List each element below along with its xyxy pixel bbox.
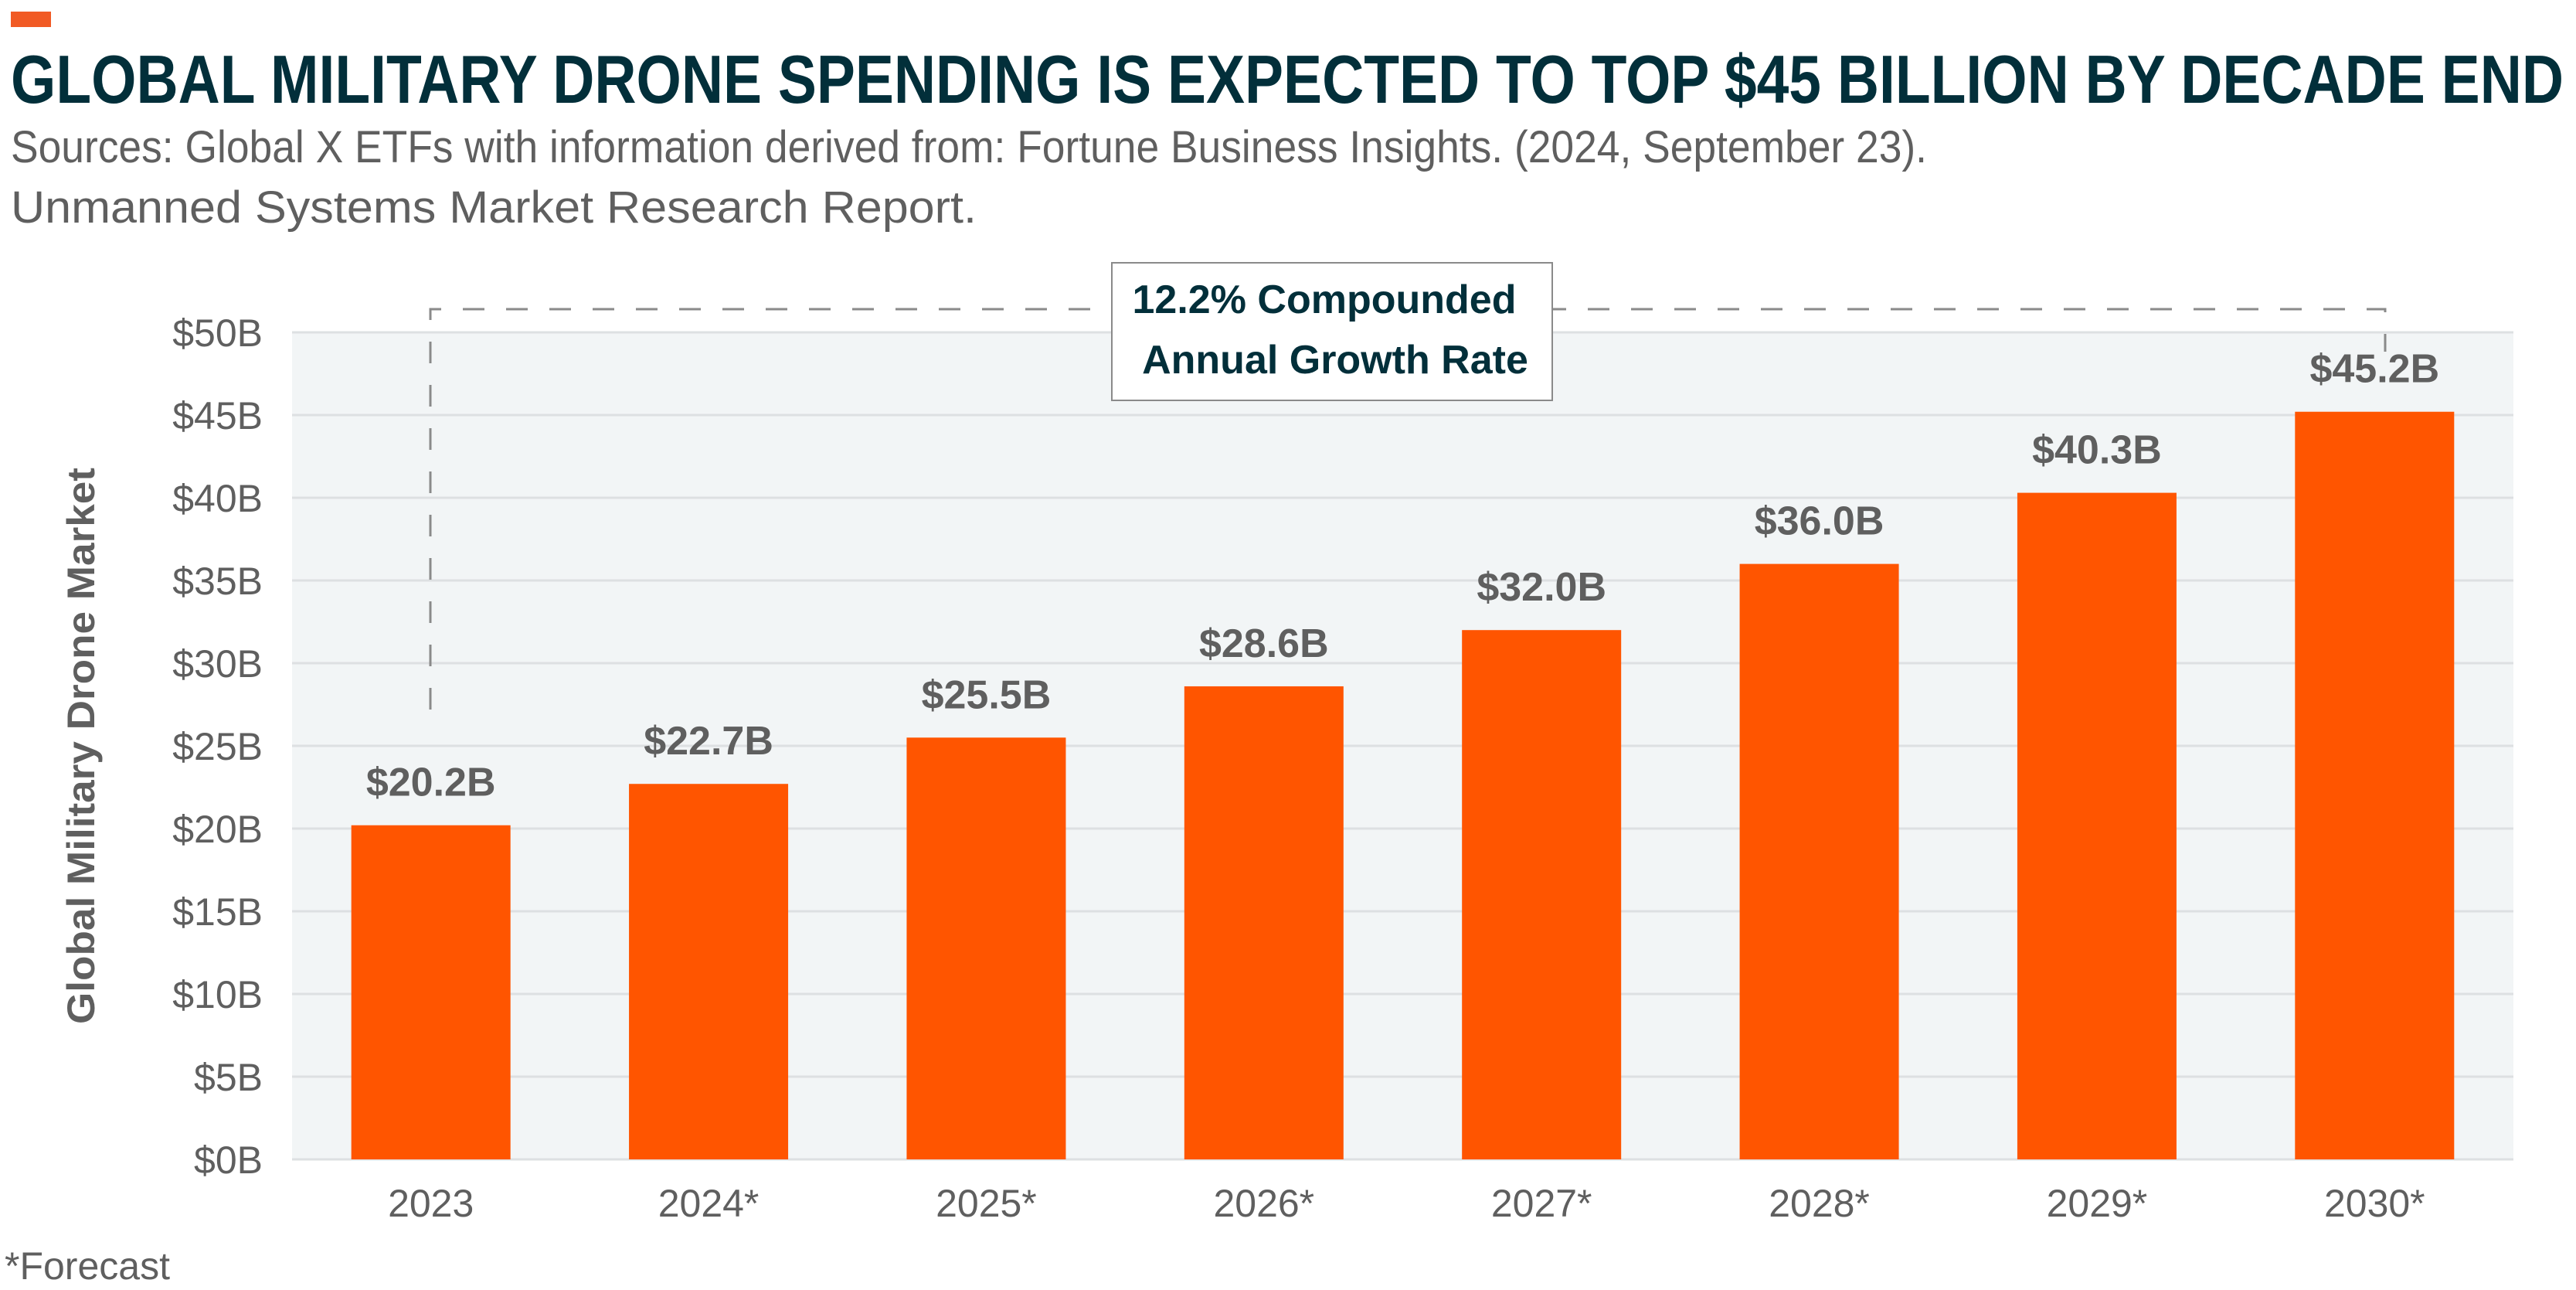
cagr-annotation-line-2: Annual Growth Rate	[1142, 338, 1528, 383]
data-label: $45.2B	[2309, 347, 2439, 392]
y-axis-label: Global Military Drone Market	[59, 468, 103, 1024]
y-axis-ticks: $0B $5B $10B $15B $20B $25B $30B $35B $40B $45B $5…	[172, 311, 263, 1182]
y-tick-label: $45B	[172, 394, 263, 437]
bar-2030	[2295, 411, 2455, 1159]
y-tick-label: $25B	[172, 725, 263, 768]
y-tick-label: $20B	[172, 808, 263, 851]
x-tick-label: 2025*	[936, 1182, 1037, 1225]
data-label: $22.7B	[644, 719, 773, 764]
y-tick-label: $15B	[172, 890, 263, 934]
x-tick-label: 2027*	[1491, 1182, 1592, 1225]
data-label: $28.6B	[1199, 621, 1329, 666]
data-label: $32.0B	[1477, 565, 1606, 610]
x-tick-label: 2024*	[658, 1182, 760, 1225]
y-tick-label: $35B	[172, 560, 263, 603]
x-tick-label: 2030*	[2324, 1182, 2425, 1225]
y-tick-label: $50B	[172, 311, 263, 355]
data-label: $20.2B	[366, 761, 496, 805]
bar-2028	[1739, 563, 1899, 1159]
data-label: $25.5B	[922, 672, 1052, 717]
x-tick-label: 2023	[388, 1182, 474, 1225]
x-tick-label: 2028*	[1769, 1182, 1870, 1225]
x-axis-ticks: 2023 2024* 2025* 2026* 2027* 2028* 2029* 2030*	[388, 1182, 2425, 1225]
subtitle-line-2: Unmanned Systems Market Research Report.	[11, 182, 977, 233]
data-label: $36.0B	[1755, 499, 1884, 544]
bars: $20.2B $22.7B $25.5B $28.6B $32.0B $36.0B $40.…	[351, 347, 2455, 1159]
cagr-annotation-line-1: 12.2% Compounded	[1133, 277, 1517, 322]
x-tick-label: 2029*	[2047, 1182, 2148, 1225]
y-tick-label: $10B	[172, 973, 263, 1016]
y-tick-label: $30B	[172, 642, 263, 686]
bar-2025	[906, 737, 1066, 1159]
y-tick-label: $40B	[172, 477, 263, 520]
bar-2027	[1462, 630, 1622, 1159]
y-tick-label: $0B	[194, 1139, 263, 1182]
accent-square	[11, 12, 51, 27]
x-tick-label: 2026*	[1213, 1182, 1314, 1225]
bar-2023	[351, 825, 511, 1159]
footnote: *Forecast	[5, 1244, 170, 1288]
bar-2029	[2017, 492, 2177, 1159]
page-title: GLOBAL MILITARY DRONE SPENDING IS EXPECT…	[11, 41, 2564, 117]
bar-2026	[1184, 686, 1344, 1159]
data-label: $40.3B	[2032, 428, 2162, 473]
subtitle-line-1: Sources: Global X ETFs with information …	[11, 122, 1927, 172]
cagr-annotation-box	[1111, 262, 1553, 401]
bar-2024	[629, 784, 789, 1159]
y-tick-label: $5B	[194, 1056, 263, 1099]
